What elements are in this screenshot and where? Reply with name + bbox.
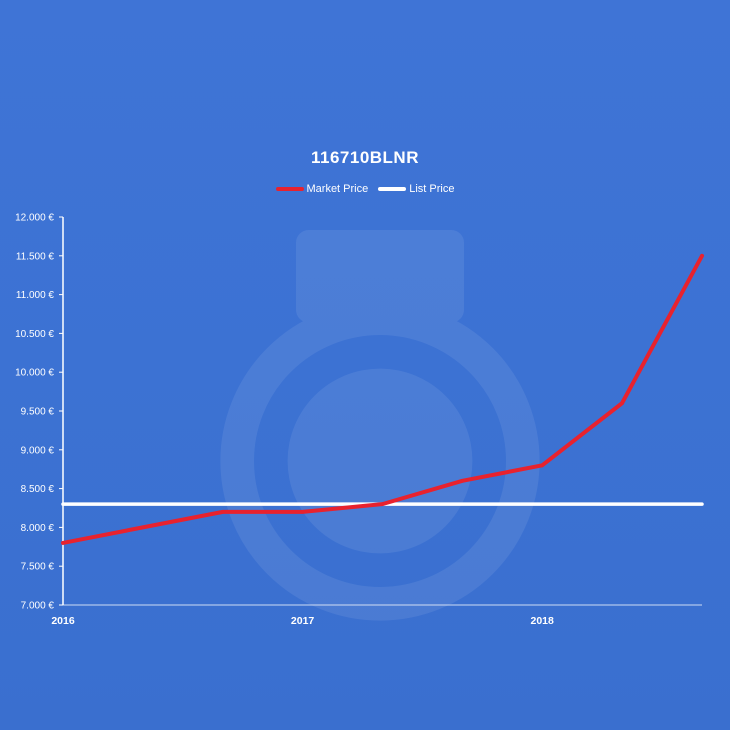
legend-label-market-price: Market Price — [306, 183, 369, 195]
y-tick-label: 11.000 € — [16, 290, 55, 301]
legend-label-list-price: List Price — [409, 183, 455, 195]
legend-swatch-list-price — [378, 187, 407, 191]
market-price-point — [460, 479, 465, 483]
x-tick-label: 2017 — [291, 615, 315, 627]
market-price-point — [300, 510, 305, 514]
x-tick-label: 2018 — [531, 615, 555, 627]
y-tick-label: 9.000 € — [21, 445, 55, 456]
y-tick-label: 10.500 € — [15, 329, 54, 340]
y-tick-label: 10.000 € — [15, 368, 54, 379]
y-tick-label: 9.500 € — [21, 407, 55, 418]
chart-legend: Market Price List Price — [0, 183, 730, 195]
y-tick-label: 8.000 € — [21, 523, 55, 534]
market-price-line — [61, 253, 704, 545]
x-tick-label: 2016 — [51, 615, 75, 627]
legend-item-list-price: List Price — [378, 183, 455, 195]
y-tick-label: 8.500 € — [21, 484, 55, 495]
watch-watermark-icon — [220, 230, 540, 621]
y-tick-label: 12.000 € — [15, 213, 54, 224]
y-tick-label: 11.500 € — [16, 251, 55, 262]
market-price-point — [700, 254, 704, 258]
market-price-point — [61, 541, 65, 545]
market-price-point — [140, 525, 145, 530]
market-price-point — [540, 463, 544, 468]
y-tick-label: 7.000 € — [21, 601, 55, 612]
chart-title: 116710BLNR — [310, 148, 419, 167]
y-tick-label: 7.500 € — [21, 562, 55, 573]
legend-item-market-price: Market Price — [275, 183, 369, 195]
market-price-point — [380, 502, 385, 506]
market-price-point — [620, 401, 624, 406]
market-price-point — [221, 510, 225, 514]
legend-swatch-market-price — [275, 187, 304, 191]
